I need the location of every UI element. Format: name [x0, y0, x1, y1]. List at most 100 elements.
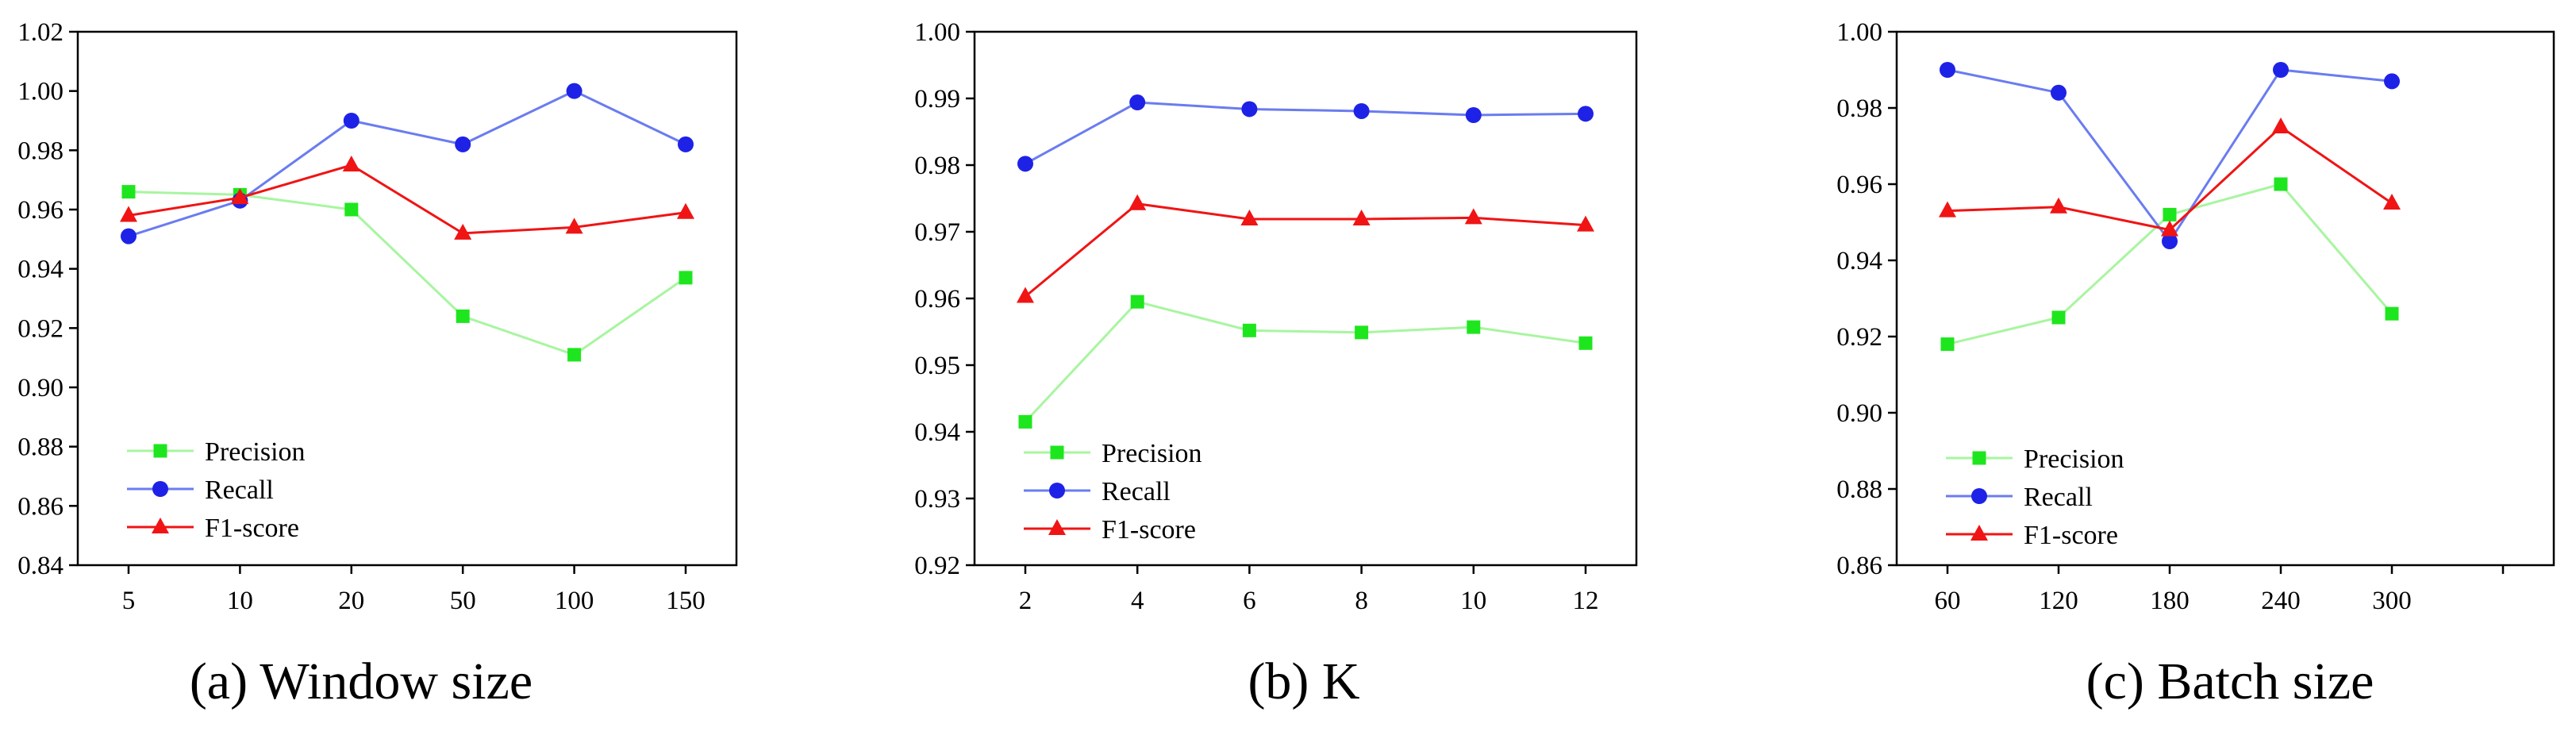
- x-tick-label: 150: [666, 587, 706, 615]
- recall-line: [128, 90, 686, 238]
- f1-score-line: [1025, 202, 1586, 298]
- series-recall: [1017, 94, 1594, 172]
- y-tick-label: 0.96: [17, 196, 63, 225]
- x-tick-label: 10: [1460, 587, 1486, 615]
- series-precision: [1940, 177, 2399, 352]
- f1-score-point: [231, 188, 249, 205]
- precision-point: [679, 271, 693, 285]
- chart-panel-1: 0.84 0.86 0.88 0.90 0.92 0.94 0.96 0.98 1.00 1.02…: [17, 18, 738, 710]
- f1-score-point: [1577, 215, 1594, 232]
- recall-line: [1025, 101, 1586, 165]
- precision-point: [456, 309, 470, 323]
- precision-point: [2385, 306, 2399, 321]
- precision-point: [344, 202, 359, 217]
- y-tick-label: 0.94: [1836, 247, 1882, 275]
- recall-point: [2273, 62, 2289, 78]
- recall-point: [1353, 102, 1370, 119]
- f1-score-point: [342, 156, 360, 171]
- x-tick-label: 180: [2150, 587, 2190, 615]
- x-tick-label: 6: [1243, 587, 1256, 615]
- plot-frame: [973, 30, 1638, 567]
- x-tick-label: 12: [1573, 587, 1599, 615]
- x-tick-label: 60: [1935, 587, 1961, 615]
- plot-frame: [1895, 30, 2555, 567]
- panel-caption: (b) K: [1248, 652, 1359, 710]
- y-tick-label: 0.96: [1836, 171, 1882, 199]
- y-tick-label: 1.02: [17, 18, 63, 47]
- f1-score-point: [1240, 210, 1259, 226]
- y-tick-label: 0.97: [914, 218, 960, 247]
- x-tick-label: 100: [555, 587, 594, 615]
- recall-point: [2162, 233, 2178, 249]
- y-tick-label: 0.92: [914, 552, 960, 580]
- recall-point: [1578, 106, 1594, 122]
- x-tick-label: 50: [450, 587, 476, 615]
- precision-point: [1940, 337, 1955, 352]
- recall-point: [455, 136, 471, 152]
- y-tick-label: 1.00: [1836, 18, 1882, 47]
- recall-point: [1129, 94, 1146, 111]
- legend-marker: [152, 481, 168, 497]
- legend-marker: [1972, 451, 1986, 465]
- series-f1-score: [1017, 194, 1594, 303]
- f1-score-point: [454, 223, 472, 240]
- legend-marker: [1049, 483, 1065, 498]
- legend-label: Recall: [1102, 477, 1171, 506]
- y-tick-label: 0.86: [1836, 552, 1882, 580]
- y-tick-label: 0.84: [17, 552, 63, 580]
- legend: Precision Recall F1-score: [1024, 439, 1202, 545]
- recall-point: [2051, 84, 2067, 101]
- precision-point: [2274, 177, 2288, 191]
- f1-score-point: [677, 202, 694, 219]
- precision-point: [1242, 323, 1256, 337]
- y-tick-label: 0.90: [1836, 399, 1882, 428]
- y-tick-label: 0.94: [914, 418, 960, 447]
- y-tick-label: 0.95: [914, 352, 960, 380]
- x-tick-label: 2: [1019, 587, 1032, 615]
- x-tick-label: 8: [1355, 587, 1368, 615]
- legend: Precision Recall F1-score: [127, 437, 306, 543]
- x-tick-label: 5: [122, 587, 136, 615]
- legend-label: F1-score: [205, 514, 299, 543]
- f1-score-point: [1352, 210, 1371, 226]
- y-tick-label: 0.88: [1836, 475, 1882, 504]
- legend-label: Recall: [2024, 483, 2093, 512]
- precision-line: [128, 191, 686, 356]
- legend-marker: [152, 518, 169, 533]
- series-precision: [121, 185, 693, 362]
- f1-score-point: [2161, 220, 2178, 237]
- x-tick-label: 4: [1131, 587, 1144, 615]
- chart-panel-3: 0.86 0.88 0.90 0.92 0.94 0.96 0.98 1.00 60 120 180…: [1836, 18, 2555, 710]
- series-f1-score: [120, 156, 694, 240]
- legend-marker: [1971, 488, 1987, 504]
- series-recall: [121, 83, 694, 244]
- precision-point: [1018, 414, 1032, 429]
- recall-point: [1017, 156, 1033, 172]
- y-tick-label: 0.99: [914, 85, 960, 114]
- legend-label: Precision: [1102, 439, 1202, 468]
- y-tick-label: 0.92: [17, 314, 63, 343]
- legend-label: F1-score: [1102, 515, 1196, 545]
- y-tick-label: 0.98: [17, 137, 63, 165]
- f1-score-point: [1939, 201, 1956, 217]
- precision-point: [121, 185, 136, 199]
- recall-point: [678, 136, 694, 152]
- precision-point: [2051, 310, 2066, 325]
- series-precision: [1018, 294, 1593, 429]
- f1-score-point: [120, 206, 137, 222]
- y-tick-label: 0.86: [17, 492, 63, 521]
- legend-label: Precision: [205, 437, 306, 467]
- f1-score-point: [2050, 197, 2067, 214]
- plot-frame: [76, 30, 738, 567]
- panel-caption: (c) Batch size: [2086, 652, 2374, 710]
- f1-score-line: [128, 164, 686, 235]
- precision-line: [1024, 300, 1586, 423]
- f1-score-point: [1017, 287, 1034, 303]
- precision-point: [2163, 207, 2177, 221]
- legend: Precision Recall F1-score: [1946, 445, 2124, 550]
- y-tick-label: 0.88: [17, 433, 63, 462]
- y-tick-label: 0.94: [17, 256, 63, 284]
- series-f1-score: [1939, 117, 2401, 237]
- recall-point: [566, 83, 582, 99]
